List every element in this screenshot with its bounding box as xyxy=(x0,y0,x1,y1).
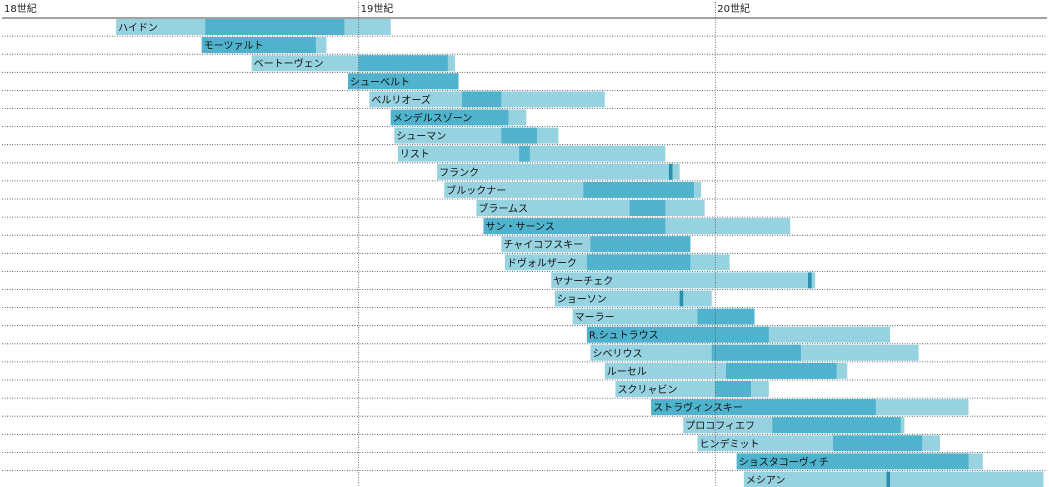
composer-label: ルーセル xyxy=(607,366,647,378)
composer-row xyxy=(604,362,848,379)
composer-row xyxy=(394,127,559,144)
composer-row xyxy=(554,290,712,307)
active-period-bar xyxy=(205,19,345,35)
lifespan-bar xyxy=(397,145,666,162)
active-period-bar xyxy=(347,73,459,90)
composer-label: ブラームス xyxy=(478,202,528,215)
composer-row xyxy=(397,145,666,162)
composer-row xyxy=(743,471,1044,487)
composer-row xyxy=(590,344,919,361)
composer-row xyxy=(586,326,891,343)
composer-row xyxy=(501,236,691,253)
composer-labels: ハイドンモーツァルトベートーヴェンシューベルトベルリオーズメンデルスゾーンシュー… xyxy=(118,23,829,487)
active-period-bar xyxy=(726,362,837,379)
composer-label: シベリウス xyxy=(592,348,642,360)
active-period-bar xyxy=(201,37,316,54)
lifespan-bar xyxy=(554,290,712,307)
active-period-bar xyxy=(886,471,891,487)
composer-label: メンデルスゾーン xyxy=(393,112,473,125)
composer-label: スクリャビン xyxy=(617,384,677,396)
active-period-bar xyxy=(390,109,509,126)
century-marker: 19世紀 xyxy=(358,2,394,486)
active-period-bar xyxy=(586,254,691,271)
composer-row xyxy=(683,417,905,434)
composer-label: ベートーヴェン xyxy=(254,57,324,70)
composer-label: サン・サーンス xyxy=(485,221,554,233)
active-period-bar xyxy=(711,344,801,361)
composer-label: リスト xyxy=(400,150,430,161)
active-period-bar xyxy=(583,181,694,198)
composer-label: チャイコフスキー xyxy=(503,239,583,251)
active-period-bar xyxy=(715,381,751,397)
composer-row xyxy=(476,200,705,216)
composer-row xyxy=(615,381,769,397)
active-period-bar xyxy=(736,453,969,470)
composer-label: ショーソン xyxy=(557,295,607,306)
active-period-bar xyxy=(629,200,666,216)
active-period-bar xyxy=(590,236,691,253)
row-separators xyxy=(2,17,1047,471)
composer-row xyxy=(504,254,730,271)
active-period-bar xyxy=(483,218,666,235)
composer-row xyxy=(483,218,791,235)
composer-label: ブルックナー xyxy=(446,184,506,197)
active-period-bar xyxy=(697,308,755,325)
composer-row xyxy=(437,163,680,180)
composer-label: ショスタコーヴィチ xyxy=(739,455,829,468)
active-period-bar xyxy=(462,91,502,108)
composer-row xyxy=(651,399,969,416)
composer-bars xyxy=(116,19,1044,487)
composer-label: マーラー xyxy=(575,312,615,324)
active-period-bar xyxy=(679,290,684,307)
composer-label: ヒンデミット xyxy=(699,437,759,450)
composer-row xyxy=(201,37,327,54)
composer-label: ヤナーチェク xyxy=(553,275,613,287)
century-label: 19世紀 xyxy=(361,2,394,15)
composer-row xyxy=(116,19,391,35)
composer-label: ハイドン xyxy=(118,23,158,34)
composer-label: プロコフィエフ xyxy=(685,420,755,432)
composer-label: R.シュトラウス xyxy=(589,330,659,342)
composer-row xyxy=(736,453,983,470)
active-period-bar xyxy=(358,55,448,72)
composer-row xyxy=(369,91,605,108)
composer-label: ドヴォルザーク xyxy=(507,256,577,269)
active-period-bar xyxy=(833,435,923,452)
composer-label: モーツァルト xyxy=(204,41,264,52)
active-period-bar xyxy=(651,399,876,416)
active-period-bar xyxy=(519,145,530,162)
century-marker: 18世紀 xyxy=(4,2,37,15)
composer-label: シューベルト xyxy=(350,76,410,88)
active-period-bar xyxy=(586,326,769,343)
composer-row xyxy=(444,181,702,198)
composer-row xyxy=(251,55,455,72)
composer-label: メシアン xyxy=(746,476,786,487)
lifespan-bar xyxy=(743,471,1044,487)
composer-label: フランク xyxy=(439,167,479,179)
century-marker: 20世紀 xyxy=(714,2,750,486)
composer-row xyxy=(697,435,941,452)
century-label: 20世紀 xyxy=(717,2,750,15)
active-period-bar xyxy=(501,127,537,144)
composer-label: シューマン xyxy=(396,132,446,143)
composer-row xyxy=(390,109,527,126)
active-period-bar xyxy=(668,163,673,180)
active-period-bar xyxy=(808,272,812,289)
century-markers: 18世紀 19世紀 20世紀 xyxy=(4,2,750,486)
active-period-bar xyxy=(772,417,901,434)
century-label: 18世紀 xyxy=(4,2,37,15)
lifespan-bar xyxy=(551,272,816,289)
composer-label: ストラヴィンスキー xyxy=(653,401,743,414)
composer-row xyxy=(572,308,755,325)
composer-row xyxy=(551,272,816,289)
composer-label: ベルリオーズ xyxy=(371,93,431,106)
composer-row xyxy=(347,73,459,90)
lifespan-bar xyxy=(437,163,680,180)
